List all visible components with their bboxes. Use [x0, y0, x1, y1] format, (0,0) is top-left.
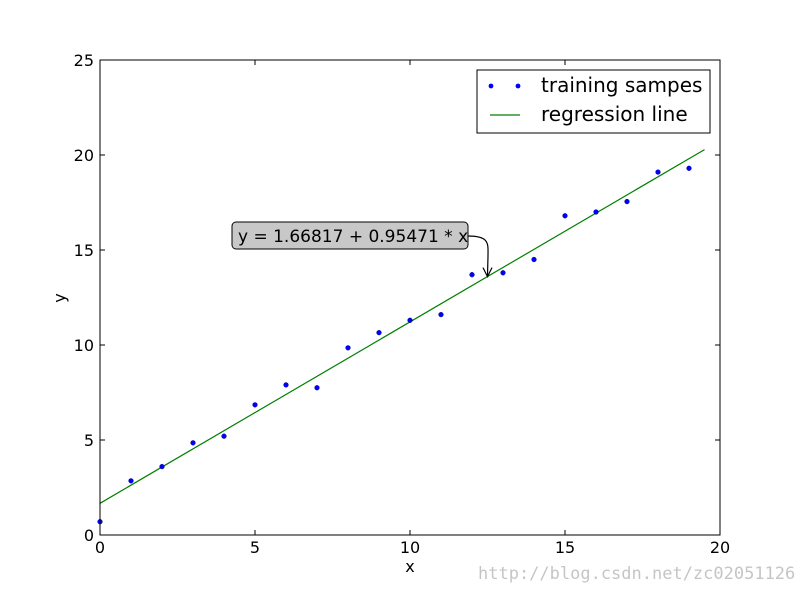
watermark: http://blog.csdn.net/zc02051126	[478, 564, 796, 584]
x-tick-label: 5	[250, 538, 260, 557]
legend-box	[476, 69, 711, 134]
y-tick-label: 20	[74, 146, 94, 165]
data-point	[376, 330, 382, 336]
data-point	[252, 402, 258, 408]
y-tick-label: 25	[74, 51, 94, 70]
x-tick-label: 15	[555, 538, 575, 557]
regression-layer	[99, 149, 705, 504]
y-axis-label: y	[50, 293, 69, 302]
data-point	[655, 169, 661, 175]
data-point	[283, 382, 289, 388]
points-layer	[97, 165, 692, 525]
x-tick-label: 0	[95, 538, 105, 557]
data-point	[438, 312, 444, 318]
plot-area	[100, 60, 720, 535]
x-tick-label: 20	[710, 538, 730, 557]
y-tick-label: 15	[74, 241, 94, 260]
x-tick-label: 10	[400, 538, 420, 557]
annotation-layer: y = 1.66817 + 0.95471 * x	[231, 221, 493, 278]
annotation-arrow	[467, 235, 489, 276]
regression-line	[99, 149, 705, 504]
data-point	[128, 478, 134, 484]
y-tick-label: 10	[74, 336, 94, 355]
data-point	[159, 464, 165, 470]
y-tick-label: 5	[84, 431, 94, 450]
legend-marker-point	[515, 83, 521, 89]
x-axis-label: x	[405, 557, 414, 576]
annotation-text: y = 1.66817 + 0.95471 * x	[238, 227, 468, 247]
legend-label: training sampes	[541, 73, 702, 97]
data-point	[624, 198, 630, 205]
data-point	[686, 165, 692, 171]
data-point	[190, 440, 196, 446]
plot-background	[100, 60, 720, 535]
data-point	[500, 270, 506, 276]
y-tick-label: 0	[84, 526, 94, 545]
legend-label: regression line	[541, 102, 688, 126]
legend-marker-point	[488, 83, 494, 89]
data-point	[407, 317, 413, 323]
data-point	[531, 256, 537, 263]
data-point	[345, 345, 351, 351]
data-point	[562, 213, 568, 219]
ticks-layer: 0 5 10 15 20 0 5 10 15 20 25	[74, 51, 731, 557]
data-point	[314, 385, 320, 391]
annotation-arrow-head	[482, 267, 493, 278]
data-point	[593, 209, 599, 215]
data-point	[221, 433, 227, 439]
data-point	[469, 272, 475, 278]
legend: training sampes regression line	[476, 69, 711, 134]
